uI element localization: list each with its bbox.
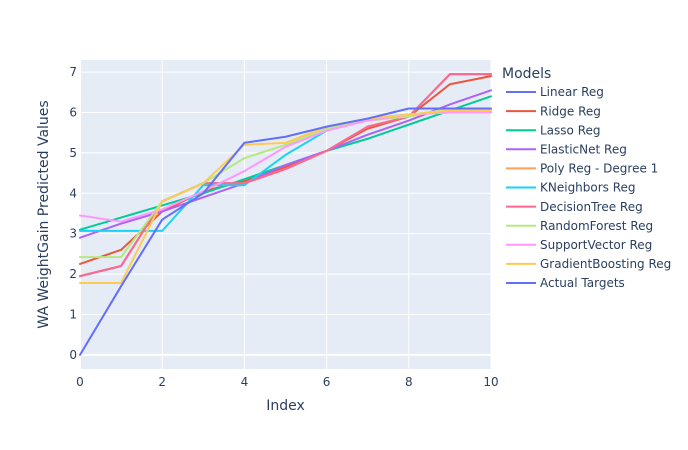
x-tick-label: 6 [323, 375, 331, 389]
legend-label: ElasticNet Reg [540, 143, 627, 157]
series-line [79, 109, 492, 284]
legend-label: Lasso Reg [540, 123, 601, 137]
x-tick-label: 4 [241, 375, 249, 389]
legend-item[interactable]: Linear Reg [506, 85, 604, 99]
y-tick-label: 4 [69, 186, 77, 200]
legend-label: Linear Reg [540, 85, 604, 99]
x-tick-label: 10 [483, 375, 498, 389]
y-axis-title: WA WeightGain Predicted Values [36, 100, 52, 328]
legend-item[interactable]: RandomForest Reg [506, 219, 653, 233]
legend-label: Ridge Reg [540, 104, 601, 118]
legend-item[interactable]: SupportVector Reg [506, 238, 652, 252]
legend-item[interactable]: Actual Targets [506, 276, 625, 290]
y-axis-ticks: 0 1 2 3 4 5 6 7 [69, 65, 77, 362]
y-tick-label: 6 [69, 106, 77, 120]
legend-label: DecisionTree Reg [540, 200, 643, 214]
legend-label: RandomForest Reg [540, 219, 653, 233]
legend-item[interactable]: GradientBoosting Reg [506, 257, 671, 271]
series-lines [79, 73, 492, 356]
legend-item[interactable]: Poly Reg - Degree 1 [506, 162, 658, 176]
legend[interactable]: Models Linear Reg Ridge Reg Lasso Reg Elast… [502, 66, 671, 290]
legend-item[interactable]: Ridge Reg [506, 104, 601, 118]
series-line [79, 73, 492, 278]
y-tick-label: 3 [69, 227, 77, 241]
series-line [79, 89, 492, 239]
x-tick-label: 8 [405, 375, 413, 389]
legend-title: Models [502, 66, 551, 82]
y-tick-label: 5 [69, 146, 77, 160]
legend-label: KNeighbors Reg [540, 181, 636, 195]
legend-item[interactable]: KNeighbors Reg [506, 181, 636, 195]
legend-label: Actual Targets [540, 276, 625, 290]
legend-item[interactable]: ElasticNet Reg [506, 143, 627, 157]
series-line [79, 107, 492, 356]
legend-label: SupportVector Reg [540, 238, 652, 252]
x-axis-ticks: 0 2 4 6 8 10 [76, 375, 498, 389]
x-axis-title: Index [266, 398, 305, 414]
y-tick-label: 1 [69, 307, 77, 321]
y-tick-label: 2 [69, 267, 77, 281]
legend-label: Poly Reg - Degree 1 [540, 162, 658, 176]
y-tick-label: 7 [69, 65, 77, 79]
x-tick-label: 0 [76, 375, 84, 389]
y-tick-label: 0 [69, 348, 77, 362]
legend-label: GradientBoosting Reg [540, 257, 671, 271]
x-tick-label: 2 [158, 375, 166, 389]
grid-lines [79, 60, 492, 369]
legend-item[interactable]: DecisionTree Reg [506, 200, 643, 214]
legend-item[interactable]: Lasso Reg [506, 123, 601, 137]
